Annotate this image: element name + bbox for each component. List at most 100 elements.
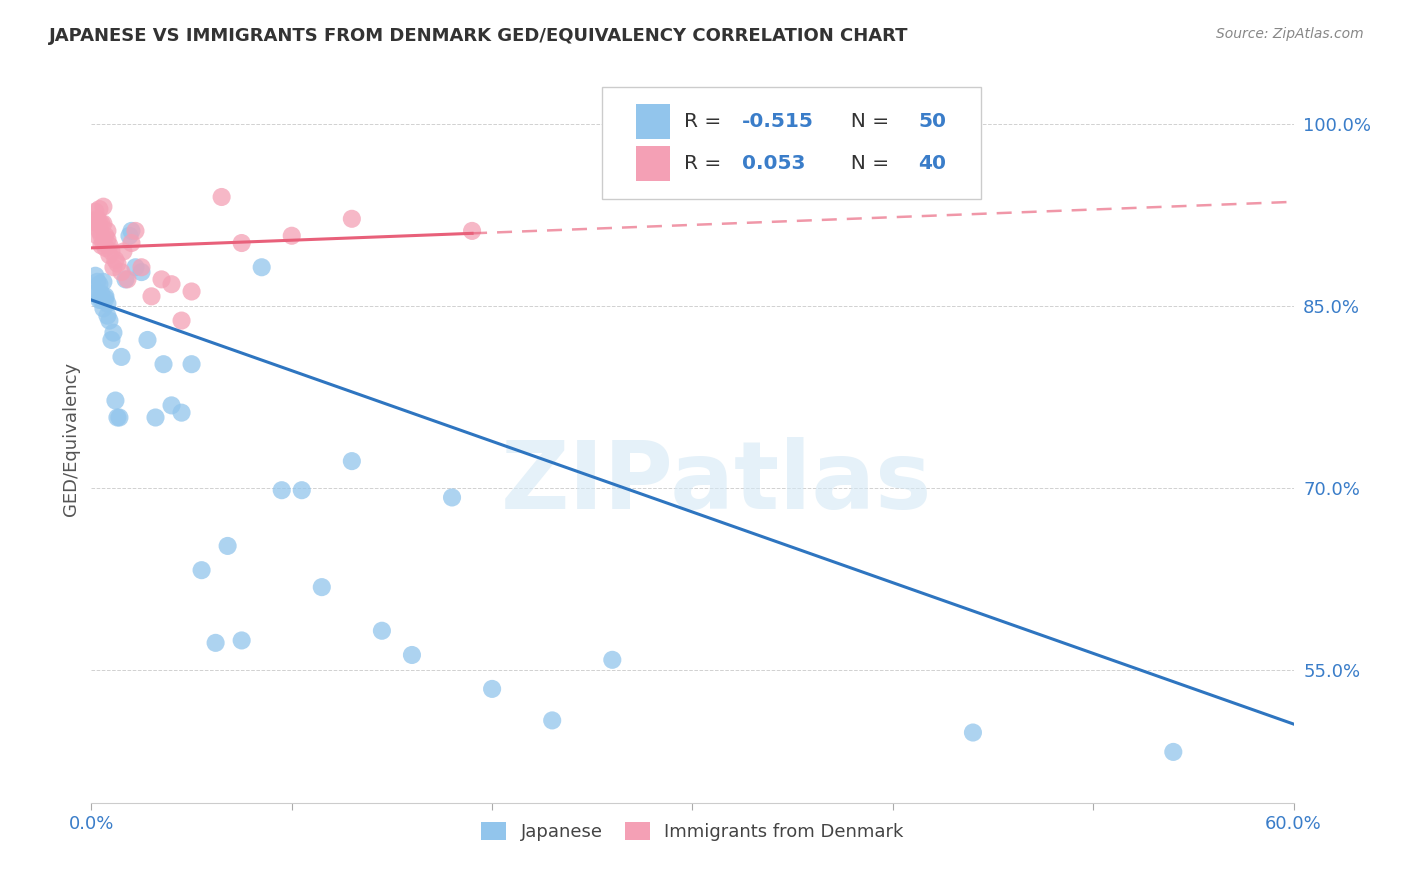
Text: Source: ZipAtlas.com: Source: ZipAtlas.com bbox=[1216, 27, 1364, 41]
Point bbox=[231, 235, 253, 250]
Point bbox=[93, 200, 115, 214]
Point bbox=[86, 211, 108, 226]
Point bbox=[217, 539, 239, 553]
Point bbox=[90, 228, 112, 243]
Point bbox=[281, 228, 304, 243]
Point bbox=[103, 260, 125, 275]
Point bbox=[340, 211, 363, 226]
Point bbox=[93, 217, 115, 231]
FancyBboxPatch shape bbox=[636, 104, 669, 139]
Point bbox=[180, 357, 202, 371]
Point bbox=[117, 272, 139, 286]
FancyBboxPatch shape bbox=[636, 145, 669, 180]
Point bbox=[250, 260, 273, 275]
Point bbox=[311, 580, 333, 594]
Point bbox=[94, 228, 117, 243]
Point bbox=[94, 289, 117, 303]
Point bbox=[100, 333, 122, 347]
Point bbox=[96, 309, 118, 323]
Point bbox=[340, 454, 363, 468]
Point bbox=[93, 235, 115, 250]
Point bbox=[124, 224, 146, 238]
Point bbox=[401, 648, 423, 662]
Point bbox=[141, 289, 163, 303]
Point bbox=[1163, 745, 1185, 759]
Point bbox=[89, 277, 111, 292]
Point bbox=[150, 272, 173, 286]
Point bbox=[93, 275, 115, 289]
Point bbox=[86, 275, 108, 289]
Point bbox=[440, 491, 463, 505]
Point bbox=[110, 350, 132, 364]
Point bbox=[121, 224, 143, 238]
Point bbox=[96, 232, 118, 246]
Point bbox=[96, 224, 118, 238]
Point bbox=[90, 238, 112, 252]
Point bbox=[93, 301, 115, 316]
Text: R =: R = bbox=[685, 153, 728, 172]
Point bbox=[170, 406, 193, 420]
Point bbox=[84, 268, 107, 283]
Point bbox=[170, 313, 193, 327]
Point bbox=[98, 313, 121, 327]
Point bbox=[190, 563, 212, 577]
Point bbox=[180, 285, 202, 299]
Point bbox=[89, 202, 111, 216]
Point bbox=[94, 241, 117, 255]
Point bbox=[118, 228, 141, 243]
Point bbox=[160, 398, 183, 412]
Point bbox=[89, 224, 111, 238]
Point bbox=[86, 228, 108, 243]
Point bbox=[541, 714, 564, 728]
Text: 50: 50 bbox=[918, 112, 946, 131]
Point bbox=[90, 217, 112, 231]
Point bbox=[702, 107, 724, 121]
Point bbox=[371, 624, 394, 638]
Point bbox=[103, 326, 125, 340]
Legend: Japanese, Immigrants from Denmark: Japanese, Immigrants from Denmark bbox=[474, 815, 911, 848]
Point bbox=[124, 260, 146, 275]
Point bbox=[84, 214, 107, 228]
Point bbox=[104, 252, 127, 267]
Point bbox=[231, 633, 253, 648]
Point bbox=[481, 681, 503, 696]
Point bbox=[204, 636, 226, 650]
Point bbox=[107, 410, 129, 425]
Text: 40: 40 bbox=[918, 153, 946, 172]
Point bbox=[602, 653, 624, 667]
Point bbox=[89, 217, 111, 231]
Point bbox=[104, 393, 127, 408]
Point bbox=[131, 260, 153, 275]
Text: -0.515: -0.515 bbox=[742, 112, 814, 131]
Point bbox=[112, 244, 135, 259]
Point bbox=[86, 285, 108, 299]
Point bbox=[90, 287, 112, 301]
Text: N =: N = bbox=[838, 153, 896, 172]
Point bbox=[131, 265, 153, 279]
Point bbox=[84, 287, 107, 301]
Point bbox=[152, 357, 174, 371]
Point bbox=[962, 725, 984, 739]
Point bbox=[100, 244, 122, 259]
Text: 0.053: 0.053 bbox=[742, 153, 806, 172]
Point bbox=[96, 296, 118, 310]
Point bbox=[107, 257, 129, 271]
Point bbox=[89, 293, 111, 307]
Point bbox=[114, 272, 136, 286]
Text: ZIPatlas: ZIPatlas bbox=[501, 437, 932, 529]
Point bbox=[90, 293, 112, 307]
Y-axis label: GED/Equivalency: GED/Equivalency bbox=[62, 362, 80, 516]
Point bbox=[461, 224, 484, 238]
Point bbox=[291, 483, 314, 498]
Point bbox=[110, 265, 132, 279]
Point bbox=[211, 190, 233, 204]
FancyBboxPatch shape bbox=[602, 87, 981, 200]
Point bbox=[160, 277, 183, 292]
Point bbox=[136, 333, 159, 347]
Point bbox=[94, 292, 117, 306]
Text: JAPANESE VS IMMIGRANTS FROM DENMARK GED/EQUIVALENCY CORRELATION CHART: JAPANESE VS IMMIGRANTS FROM DENMARK GED/… bbox=[49, 27, 908, 45]
Text: R =: R = bbox=[685, 112, 728, 131]
Point bbox=[86, 217, 108, 231]
Point bbox=[84, 204, 107, 219]
Point bbox=[98, 248, 121, 262]
